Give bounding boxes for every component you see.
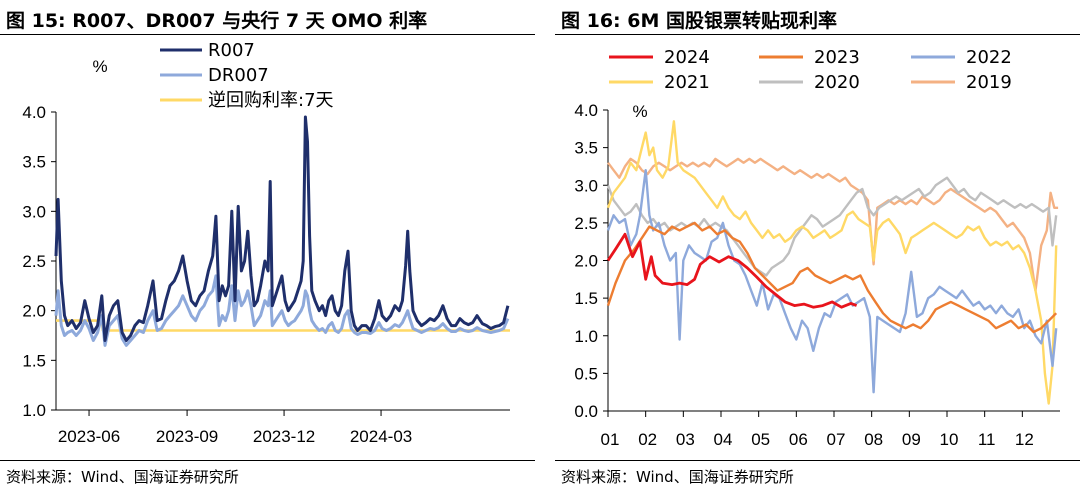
x-tick-label: 02 bbox=[638, 430, 657, 449]
legend-label: 2023 bbox=[814, 47, 860, 68]
title-rule bbox=[555, 34, 1080, 35]
series-line-2021 bbox=[606, 120, 1058, 405]
source-note: 资料来源：Wind、国海证券研究所 bbox=[561, 468, 794, 486]
y-tick-label: 2.0 bbox=[22, 302, 46, 321]
source-note: 资料来源：Wind、国海证券研究所 bbox=[6, 468, 239, 486]
series-line-2020 bbox=[606, 176, 1058, 277]
y-tick-label: 3.0 bbox=[22, 202, 46, 221]
y-tick-label: 2.5 bbox=[22, 252, 46, 271]
legend-label: 2022 bbox=[966, 47, 1012, 68]
x-tick-label: 2024-03 bbox=[350, 427, 412, 446]
y-tick-label: 0.5 bbox=[574, 364, 598, 383]
x-tick-label: 03 bbox=[676, 430, 695, 449]
y-tick-label: 4.0 bbox=[22, 103, 46, 122]
x-tick-label: 09 bbox=[902, 430, 921, 449]
x-tick-label: 01 bbox=[601, 430, 620, 449]
legend-label: 2019 bbox=[966, 72, 1012, 93]
legend-label: DR007 bbox=[208, 65, 269, 86]
y-tick-label: 0.0 bbox=[574, 402, 598, 421]
legend-label: R007 bbox=[208, 40, 255, 61]
y-tick-label: 3.5 bbox=[22, 153, 46, 172]
x-tick-label: 2023-09 bbox=[156, 427, 218, 446]
y-tick-label: 1.0 bbox=[574, 327, 598, 346]
source-rule bbox=[0, 460, 535, 461]
y-tick-label: 1.5 bbox=[574, 289, 598, 308]
y-tick-label: 1.0 bbox=[22, 401, 46, 420]
y-tick-label: 3.5 bbox=[574, 139, 598, 158]
x-tick-label: 04 bbox=[714, 430, 733, 449]
y-tick-label: 2.0 bbox=[574, 252, 598, 271]
x-tick-label: 05 bbox=[751, 430, 770, 449]
legend-label: 逆回购利率:7天 bbox=[208, 90, 334, 111]
x-tick-label: 10 bbox=[940, 430, 959, 449]
discount-rate-chart: 4.0 3.5 3.0 2.5 2.0 1.5 1.0 0.5 0.001 02 03 04 05 06 0… bbox=[574, 47, 1060, 449]
x-tick-label: 07 bbox=[827, 430, 846, 449]
x-tick-label: 08 bbox=[864, 430, 883, 449]
y-tick-label: 4.0 bbox=[574, 101, 598, 120]
x-tick-label: 2023-12 bbox=[253, 427, 315, 446]
y-tick-label: 3.0 bbox=[574, 176, 598, 195]
legend-label: 2024 bbox=[664, 47, 710, 68]
series-line-2019 bbox=[607, 157, 1059, 292]
series-line-2022 bbox=[606, 169, 1058, 394]
x-tick-label: 11 bbox=[978, 430, 996, 449]
repo-rate-chart: 4.0 3.5 3.0 2.5 2.0 1.5 1.0 2023-06 2023-09 2023-… bbox=[22, 40, 510, 446]
series-line-2024 bbox=[606, 232, 858, 309]
y-unit-label: % bbox=[632, 102, 647, 121]
title-rule bbox=[0, 34, 535, 35]
series-line-DR007 bbox=[54, 274, 510, 347]
right-panel: 图 16: 6M 国股银票转贴现利率 4.0 3.5 3.0 2.5 2.0 1.5 1.0… bbox=[555, 0, 1080, 491]
y-unit-label: % bbox=[92, 57, 107, 76]
legend-label: 2020 bbox=[814, 72, 860, 93]
x-tick-label: 12 bbox=[1015, 430, 1034, 449]
series-line-2023 bbox=[606, 221, 1058, 334]
chart-title: 图 15: R007、DR007 与央行 7 天 OMO 利率 bbox=[6, 10, 428, 32]
chart-title: 图 16: 6M 国股银票转贴现利率 bbox=[561, 10, 838, 32]
y-tick-label: 1.5 bbox=[22, 351, 46, 370]
series-line-R007 bbox=[54, 115, 510, 342]
y-tick-label: 2.5 bbox=[574, 214, 598, 233]
legend-label: 2021 bbox=[664, 72, 710, 93]
x-tick-label: 2023-06 bbox=[58, 427, 120, 446]
left-panel: 图 15: R007、DR007 与央行 7 天 OMO 利率 4.0 3.5 3.… bbox=[0, 0, 535, 491]
x-tick-label: 06 bbox=[789, 430, 808, 449]
source-rule bbox=[555, 460, 1080, 461]
